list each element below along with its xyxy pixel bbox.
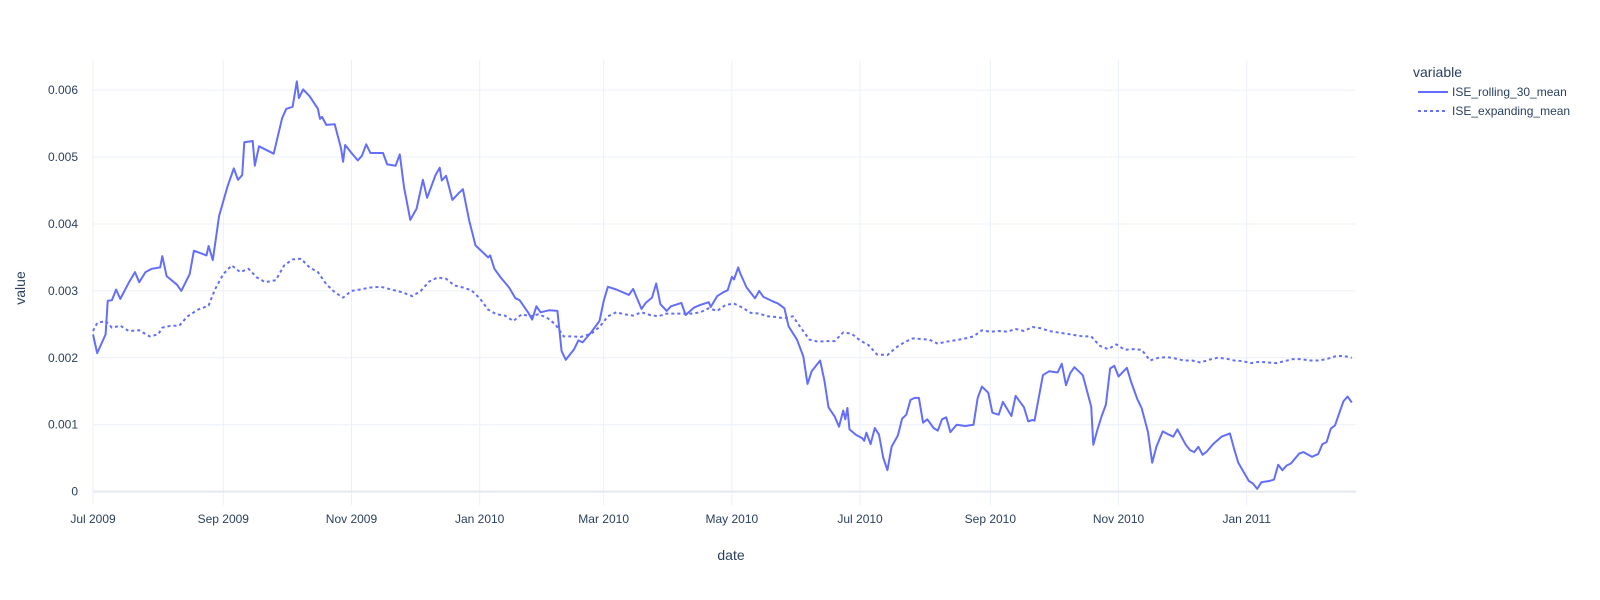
- x-tick-label: Jul 2009: [70, 512, 116, 526]
- x-tick-label: May 2010: [706, 512, 759, 526]
- x-tick-label: Mar 2010: [578, 512, 629, 526]
- legend-item-rolling-mean[interactable]: ISE_rolling_30_mean: [1418, 85, 1567, 99]
- x-tick-label: Jan 2011: [1222, 512, 1271, 526]
- series-line-expanding-mean: [92, 257, 1353, 365]
- legend-title: variable: [1413, 64, 1462, 80]
- axis-ticks: Jul 2009 Sep 2009 Nov 2009 Jan 2010 Mar 2010…: [48, 83, 1271, 526]
- y-axis-title: value: [12, 271, 28, 305]
- x-tick-label: Nov 2010: [1093, 512, 1145, 526]
- legend-item-expanding-mean[interactable]: ISE_expanding_mean: [1418, 104, 1570, 118]
- x-tick-label: Jul 2010: [837, 512, 883, 526]
- x-tick-label: Nov 2009: [326, 512, 378, 526]
- series-layer: [92, 80, 1353, 490]
- y-tick-label: 0.002: [48, 351, 78, 365]
- x-tick-label: Sep 2009: [198, 512, 250, 526]
- y-tick-label: 0: [71, 485, 78, 499]
- legend-label: ISE_rolling_30_mean: [1452, 85, 1567, 99]
- legend: variable ISE_rolling_30_mean ISE_expandi…: [1413, 64, 1570, 118]
- x-tick-label: Sep 2010: [965, 512, 1017, 526]
- y-tick-label: 0.006: [48, 83, 78, 97]
- grid: [92, 60, 1356, 505]
- y-tick-label: 0.004: [48, 217, 78, 231]
- series-line-rolling-mean: [92, 80, 1353, 490]
- y-tick-label: 0.003: [48, 284, 78, 298]
- legend-label: ISE_expanding_mean: [1452, 104, 1570, 118]
- x-axis-title: date: [717, 547, 744, 563]
- y-tick-label: 0.001: [48, 418, 78, 432]
- x-tick-label: Jan 2010: [455, 512, 505, 526]
- y-tick-label: 0.005: [48, 150, 78, 164]
